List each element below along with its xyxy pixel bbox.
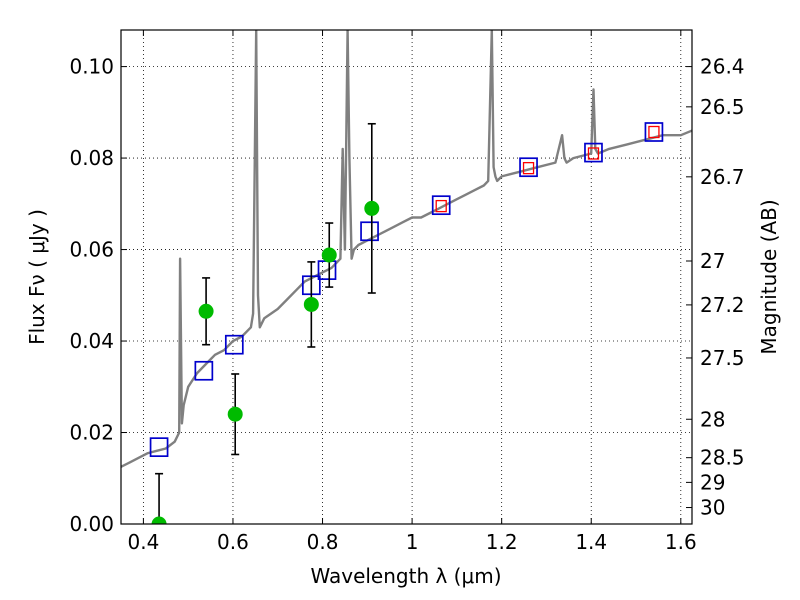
model-point	[360, 221, 379, 242]
mag-tick-label: 28	[700, 407, 725, 431]
x-tick-label: 1.6	[665, 530, 697, 554]
nir-point	[587, 147, 600, 160]
y2-axis-label: Magnitude (AB)	[757, 199, 781, 354]
mag-tick-label: 29	[700, 470, 725, 494]
y-tick-label: 0.00	[69, 512, 114, 536]
x-axis-label: Wavelength λ (μm)	[310, 564, 501, 588]
grid-layer	[121, 30, 692, 524]
mag-tick-label: 30	[700, 496, 725, 520]
mag-tick-label: 26.5	[700, 95, 745, 119]
mag-tick-label: 27.2	[700, 293, 745, 317]
mag-tick-label: 28.5	[700, 446, 745, 470]
nir-point	[435, 199, 447, 213]
observed-point	[151, 516, 167, 524]
observed-point	[364, 200, 380, 216]
y-tick-label: 0.10	[69, 55, 114, 79]
x-tick-label: 1.2	[486, 530, 518, 554]
mag-tick-label: 26.7	[700, 165, 745, 189]
model-point	[194, 360, 214, 381]
x-tick-label: 0.8	[307, 530, 339, 554]
y-tick-label: 0.04	[69, 329, 114, 353]
observed-point	[198, 303, 214, 319]
nir-point	[648, 125, 660, 139]
observed-point	[303, 296, 319, 312]
x-tick-label: 0.4	[127, 530, 159, 554]
sed-line	[121, 30, 692, 468]
y-tick-label: 0.08	[69, 146, 114, 170]
mag-tick-label: 27.5	[700, 346, 745, 370]
mag-tick-label: 26.4	[700, 55, 745, 79]
plot-frame	[120, 29, 693, 525]
observed-point	[321, 247, 337, 263]
model-point	[644, 122, 664, 142]
y-axis-label: Flux Fν ( μJy )	[25, 209, 49, 345]
plot-area	[121, 30, 692, 524]
tick-layer: 0.4 0.6 0.8 1 1.2 1.4 1.6 0.00 0.02 0.04 0.06 0.08 0…	[69, 30, 745, 554]
mag-tick-label: 27	[700, 249, 725, 273]
model-point	[224, 334, 244, 355]
y-tick-label: 0.02	[69, 421, 114, 445]
model-point	[431, 195, 451, 216]
x-tick-label: 1.4	[575, 530, 607, 554]
nir-point	[522, 161, 535, 175]
x-tick-label: 1	[406, 530, 419, 554]
x-tick-label: 0.6	[217, 530, 249, 554]
model-point	[519, 157, 538, 178]
model-point	[584, 142, 603, 163]
y-tick-label: 0.06	[69, 238, 114, 262]
observed-point	[227, 406, 243, 422]
model-point	[149, 437, 169, 458]
